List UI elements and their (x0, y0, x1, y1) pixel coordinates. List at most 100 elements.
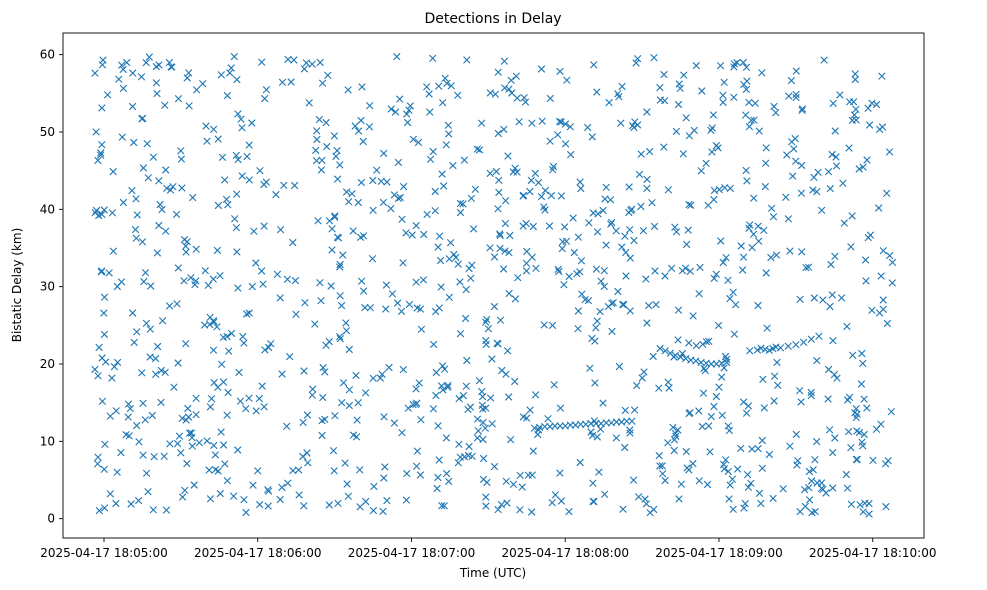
data-point (239, 332, 247, 341)
data-point (305, 99, 313, 107)
data-point (540, 321, 548, 329)
data-point (826, 302, 834, 311)
data-point (261, 346, 269, 354)
data-point (628, 417, 636, 425)
data-point (399, 259, 407, 267)
data-point (879, 247, 887, 255)
data-point (210, 318, 218, 326)
data-point (710, 195, 718, 204)
data-point (674, 336, 682, 344)
data-point (749, 230, 758, 238)
data-point (593, 433, 601, 441)
data-point (797, 398, 805, 406)
data-point (767, 204, 776, 212)
data-point (719, 98, 727, 107)
data-point (634, 493, 643, 501)
data-point (722, 456, 730, 464)
data-point (207, 395, 216, 403)
data-point (774, 381, 782, 389)
data-point (464, 451, 473, 460)
data-point (674, 100, 683, 109)
data-point (139, 451, 147, 459)
data-point (465, 264, 473, 273)
data-point (185, 102, 193, 110)
data-point (206, 320, 214, 329)
data-point (494, 205, 502, 213)
data-point (199, 80, 207, 88)
data-point (748, 243, 756, 252)
data-point (280, 181, 288, 189)
data-point (819, 296, 827, 304)
data-point (230, 52, 238, 61)
data-point (390, 419, 399, 427)
data-point (538, 117, 546, 125)
data-point (440, 365, 449, 373)
data-point (429, 405, 438, 413)
data-point (245, 394, 253, 402)
data-point (626, 226, 634, 234)
data-point (417, 325, 426, 333)
data-point (128, 309, 137, 317)
data-point (733, 465, 742, 473)
data-point (356, 466, 364, 474)
data-point (479, 454, 488, 463)
data-point (567, 150, 575, 159)
data-point (505, 289, 513, 298)
x-tick-label: 2025-04-17 18:06:00 (194, 546, 321, 560)
data-point (488, 420, 496, 428)
data-point (415, 379, 423, 387)
data-point (152, 370, 160, 378)
data-point (561, 120, 570, 128)
data-point (721, 352, 730, 361)
data-point (770, 397, 778, 405)
data-point (177, 449, 185, 457)
data-point (264, 502, 272, 510)
data-point (851, 75, 859, 84)
data-point (478, 401, 486, 409)
data-point (245, 176, 253, 184)
data-point (557, 497, 566, 505)
data-point (256, 167, 264, 175)
data-point (177, 155, 186, 163)
data-point (798, 161, 806, 170)
data-point (830, 370, 839, 379)
data-point (245, 141, 253, 149)
data-point (142, 58, 150, 67)
data-point (444, 121, 452, 129)
data-point (677, 480, 685, 488)
data-point (300, 502, 308, 510)
data-point (643, 184, 651, 193)
data-point (118, 61, 126, 69)
data-point (437, 283, 445, 291)
data-point (805, 484, 813, 492)
data-point (868, 99, 876, 107)
data-point (796, 295, 804, 303)
data-point (391, 108, 400, 116)
data-point (878, 123, 887, 131)
data-point (357, 277, 366, 285)
data-point (730, 330, 739, 338)
data-point (719, 91, 727, 99)
data-point (526, 406, 534, 414)
data-point (370, 482, 378, 491)
data-point (396, 95, 404, 103)
data-point (805, 496, 814, 504)
data-point (882, 502, 890, 511)
data-point (209, 125, 218, 133)
data-point (496, 231, 504, 240)
data-point (699, 389, 708, 397)
data-point (103, 91, 112, 99)
data-point (676, 353, 685, 361)
data-point (849, 98, 858, 106)
data-point (440, 182, 448, 190)
data-point (250, 227, 258, 235)
data-point (435, 232, 444, 240)
data-point (192, 411, 200, 419)
data-point (608, 327, 616, 336)
data-point (456, 208, 465, 217)
data-point (820, 56, 828, 64)
data-point (595, 468, 603, 476)
data-point (333, 175, 342, 183)
data-point (534, 178, 543, 187)
data-point (796, 387, 804, 395)
